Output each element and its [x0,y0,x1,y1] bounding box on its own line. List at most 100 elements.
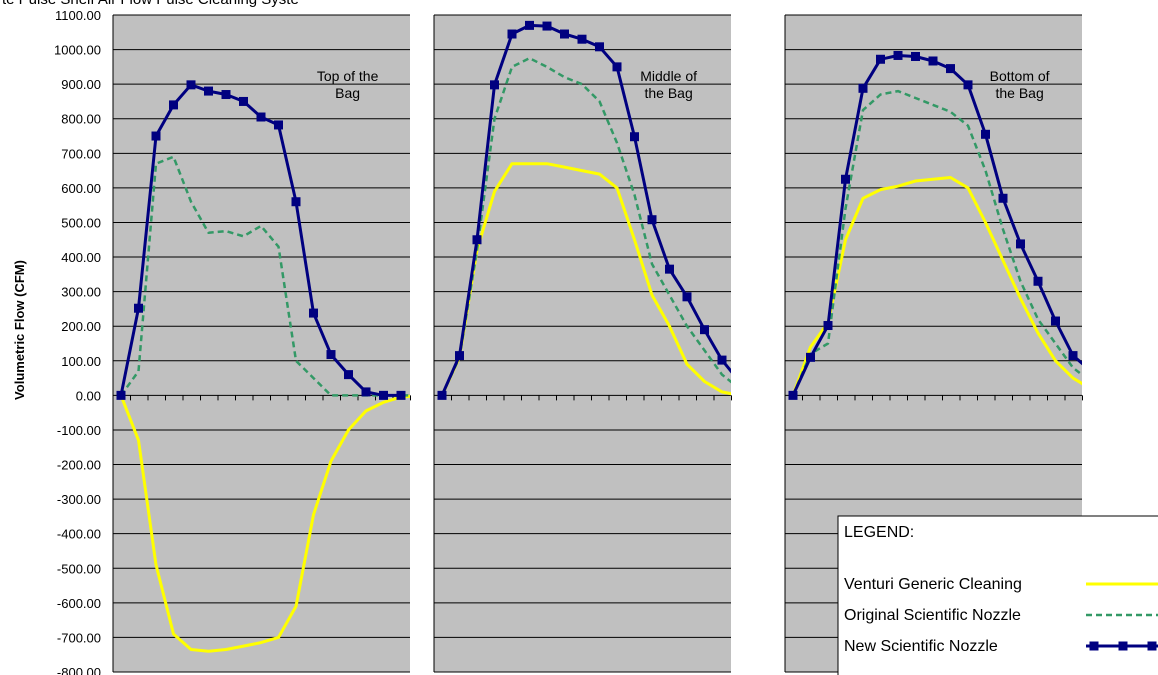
y-tick-label: -800.00 [57,665,101,675]
panel-annotation: Bag [335,85,360,101]
legend-swatch-marker [1147,641,1157,651]
series-line-original-scientific-nozzle [791,89,1082,396]
data-point-marker [256,112,266,122]
legend-box [837,515,1158,675]
y-tick-label: -600.00 [57,596,101,611]
data-point-marker [344,370,353,380]
data-point-marker [490,80,499,90]
data-point-marker [823,321,833,331]
data-point-marker [928,56,938,66]
y-tick-label: 400.00 [61,250,101,265]
data-point-marker [630,132,639,142]
data-point-marker [455,351,464,361]
data-point-marker [221,90,231,100]
series-line-venturi-generic-cleaning [119,394,410,653]
y-tick-label: 700.00 [61,146,101,161]
series-line-original-scientific-nozzle [119,155,410,397]
y-tick-label: 300.00 [61,285,101,300]
y-tick-label: 200.00 [61,319,101,334]
legend-swatch-marker [1089,641,1099,651]
data-point-marker [911,51,920,61]
data-point-marker [542,21,552,31]
data-point-marker [472,235,482,245]
data-point-marker [361,387,371,397]
legend-entry-label: Original Scientific Nozzle [844,607,1021,624]
plot-area [434,15,731,672]
legend-entry-label: New Scientific Nozzle [844,638,998,655]
data-point-marker [525,20,534,30]
panel-annotation: Middle of [640,68,697,84]
y-axis-tick-labels: 1100.00 1000.00 900.00 800.00 700.00 600.00 50… [54,8,101,675]
data-point-marker [806,352,815,362]
y-tick-label: 1000.00 [54,43,101,58]
data-point-marker [291,197,301,207]
legend-swatch-marker [1118,641,1128,651]
y-tick-label: 100.00 [61,354,101,369]
data-point-marker [1051,316,1060,326]
data-point-marker [1033,276,1043,286]
panel-annotation: the Bag [995,85,1043,101]
data-point-marker [647,215,657,225]
y-tick-label: -500.00 [57,561,101,576]
legend: LEGEND: Venturi Generic Cleaning Original … [837,515,1158,675]
data-point-marker [577,34,587,44]
data-point-marker [876,54,885,64]
data-point-marker [717,355,727,365]
panel-annotation: the Bag [644,85,692,101]
legend-entry-label: Venturi Generic Cleaning [844,576,1022,593]
data-point-marker [1104,374,1113,383]
data-point-marker [682,292,692,302]
panel-series-group [788,50,1148,400]
legend-title: LEGEND: [844,524,914,541]
series-line-new-scientific-nozzle [791,54,1082,397]
y-tick-label: 0.00 [76,388,101,403]
panel-series-group [116,80,410,653]
data-point-marker [700,325,709,335]
data-point-marker [1016,239,1025,249]
data-point-marker [239,96,248,106]
data-point-marker [186,80,196,90]
data-point-marker [204,86,213,96]
chart-header-text: te Pulse Shelf Air Flow Pulse Cleaning S… [2,0,299,8]
y-tick-label: -100.00 [57,423,101,438]
data-point-marker [507,29,517,39]
data-point-marker [1139,391,1148,400]
data-point-marker [788,390,798,400]
data-point-marker [169,100,178,110]
data-point-marker [981,129,990,139]
data-point-marker [595,42,604,52]
y-tick-label: -200.00 [57,458,101,473]
data-point-marker [612,62,622,72]
y-axis-label: Volumetric Flow (CFM) [12,260,27,400]
data-point-marker [134,303,143,313]
panel-annotation: Bottom of [990,68,1050,84]
data-point-marker [151,131,161,141]
data-point-marker [998,193,1008,203]
y-tick-label: -400.00 [57,527,101,542]
y-tick-label: 800.00 [61,112,101,127]
series-line-venturi-generic-cleaning [440,162,731,397]
data-point-marker [1121,391,1130,400]
data-point-marker [116,390,126,400]
panel-annotation: Top of the [317,68,379,84]
data-point-marker [963,80,973,90]
data-point-marker [560,29,569,39]
y-tick-label: -700.00 [57,630,101,645]
data-point-marker [274,120,283,130]
data-point-marker [379,390,388,400]
data-point-marker [437,390,447,400]
data-point-marker [893,50,903,60]
panel-series-group [437,20,731,400]
data-point-marker [858,83,868,93]
data-point-marker [396,390,406,400]
y-tick-label: 900.00 [61,77,101,92]
y-tick-label: 600.00 [61,181,101,196]
data-point-marker [309,308,318,318]
data-point-marker [1068,351,1078,361]
data-point-marker [1086,366,1095,375]
data-point-marker [665,264,674,274]
